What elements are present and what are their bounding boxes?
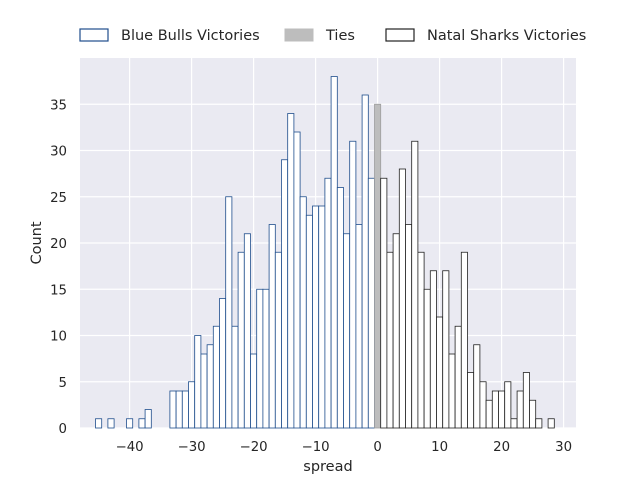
x-axis-label: spread [303,459,352,475]
bar-ties [374,103,382,429]
bar-blue-bulls [281,159,289,429]
y-tick-label: 0 [59,422,67,437]
bar-natal-sharks [460,251,468,429]
bar-natal-sharks [411,140,419,429]
bar-natal-sharks [504,381,512,429]
bar-blue-bulls [262,288,270,429]
bar-blue-bulls [336,187,344,429]
y-tick-label: 20 [50,237,67,252]
bar-blue-bulls [126,418,134,429]
bar-blue-bulls [299,196,307,429]
bar-blue-bulls [256,288,264,429]
bar-blue-bulls [287,113,295,429]
x-tick-label: 20 [493,440,510,455]
bar-natal-sharks [423,288,431,429]
bar-natal-sharks [498,390,506,429]
y-tick-label: 25 [50,191,67,206]
bar-blue-bulls [95,418,103,429]
y-tick-label: 5 [59,376,67,391]
bar-natal-sharks [398,168,406,429]
bar-natal-sharks [479,381,487,429]
legend-label-blue-bulls: Blue Bulls Victories [121,28,260,44]
bar-natal-sharks [547,418,555,429]
bar-blue-bulls [231,325,239,429]
bar-natal-sharks [510,418,518,429]
bar-blue-bulls [324,177,332,429]
bar-blue-bulls [212,325,220,429]
bar-blue-bulls [219,298,227,429]
bar-blue-bulls [181,390,189,429]
bar-natal-sharks [473,344,481,429]
bar-blue-bulls [293,131,301,429]
bar-blue-bulls [107,418,115,429]
y-tick-label: 35 [50,98,67,113]
bar-blue-bulls [243,233,251,429]
legend-label-natal-sharks: Natal Sharks Victories [427,28,586,44]
bar-blue-bulls [305,214,313,429]
bar-natal-sharks [442,270,450,429]
bar-natal-sharks [535,418,543,429]
bar-natal-sharks [454,325,462,429]
legend-swatch-ties [284,28,314,42]
x-tick-label: 0 [373,440,381,455]
bar-natal-sharks [529,399,537,429]
bar-blue-bulls [274,251,282,429]
x-tick-label: −10 [302,440,330,455]
bar-blue-bulls [237,251,245,429]
bar-natal-sharks [516,390,524,429]
bar-natal-sharks [491,390,499,429]
legend-label-ties: Ties [325,28,355,44]
x-tick-labels: −40 −30 −20 −10 0 10 20 30 [116,440,572,455]
bar-blue-bulls [312,205,320,429]
legend-swatch-blue-bulls [79,28,109,42]
bar-blue-bulls [355,224,363,429]
bar-natal-sharks [485,399,493,429]
bar-natal-sharks [405,224,413,429]
bar-blue-bulls [188,381,196,429]
legend: Blue Bulls Victories Ties Natal Sharks V… [79,28,586,44]
bar-blue-bulls [330,76,338,429]
x-tick-label: −20 [240,440,268,455]
bar-natal-sharks [380,177,388,429]
bar-blue-bulls [169,390,177,429]
x-tick-label: −40 [116,440,144,455]
bar-blue-bulls [225,196,233,429]
bar-blue-bulls [250,353,258,429]
y-tick-label: 10 [50,330,67,345]
bar-natal-sharks [522,372,530,429]
bar-natal-sharks [417,251,425,429]
y-tick-label: 15 [50,283,67,298]
y-tick-labels: 0 5 10 15 20 25 30 35 [50,98,67,437]
bar-natal-sharks [436,316,444,429]
histogram-bars [95,76,555,429]
bar-blue-bulls [194,335,202,429]
bar-natal-sharks [467,372,475,429]
bar-natal-sharks [386,251,394,429]
bar-blue-bulls [367,177,375,429]
bar-blue-bulls [349,140,357,429]
legend-swatch-natal-sharks [385,28,415,42]
bar-blue-bulls [144,409,152,429]
bar-natal-sharks [392,233,400,429]
bar-blue-bulls [268,224,276,429]
bar-natal-sharks [429,270,437,429]
bar-blue-bulls [206,344,214,429]
bar-blue-bulls [318,205,326,429]
x-tick-label: −30 [178,440,206,455]
y-tick-label: 30 [50,145,67,160]
x-tick-label: 30 [555,440,572,455]
bar-blue-bulls [343,233,351,429]
bar-blue-bulls [361,94,369,429]
bar-blue-bulls [175,390,183,429]
bar-blue-bulls [138,418,146,429]
x-tick-label: 10 [431,440,448,455]
y-axis-label: Count [29,221,45,264]
bar-blue-bulls [200,353,208,429]
bar-natal-sharks [448,353,456,429]
